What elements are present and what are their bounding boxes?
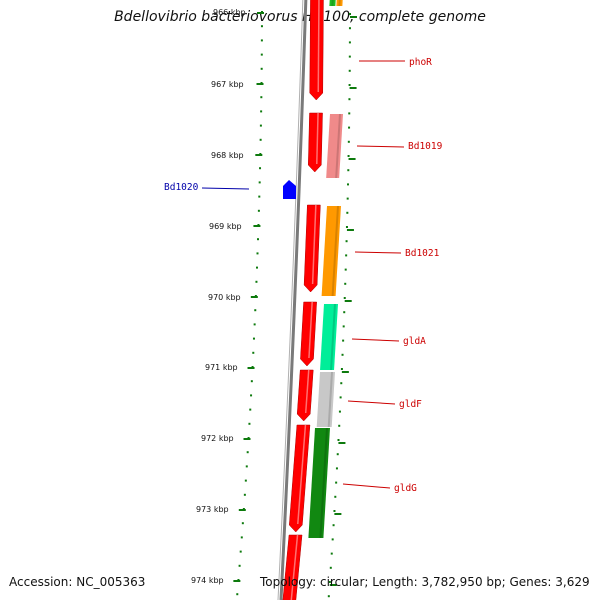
gene-label-Bd1019[interactable]: Bd1019	[408, 141, 443, 152]
cds-arrow-highlight	[308, 301, 313, 359]
topology-label: Topology: circular; Length: 3,782,950 bp…	[260, 575, 590, 589]
cds-arrow-highlight	[317, 0, 320, 93]
label-leader-line-4	[354, 251, 402, 254]
cds-arrow-6	[289, 424, 311, 533]
ruler-major-ticks	[233, 12, 357, 586]
cds-arrow-highlight	[316, 112, 319, 165]
accession-label: Accession: NC_005363	[9, 575, 146, 589]
feature-block-gldg	[308, 428, 330, 538]
gene-label-Bd1021[interactable]: Bd1021	[405, 248, 440, 259]
feature-block-bd1021	[321, 206, 341, 296]
feature-block-bd1019	[326, 114, 343, 178]
feature-block-glda	[320, 304, 338, 370]
feature-ring	[308, 0, 343, 539]
gene-label-gldG[interactable]: gldG	[394, 483, 417, 494]
cds-arrow-4	[300, 301, 317, 367]
genome-backbone-shadow	[277, 0, 304, 600]
feature-block-shade	[335, 113, 341, 179]
label-leader-lines	[201, 60, 405, 489]
label-leader-line-2	[356, 145, 405, 148]
feature-block-gldf	[316, 372, 335, 427]
gene-markers	[283, 180, 296, 199]
genome-backbone	[279, 0, 308, 600]
cds-ring	[282, 0, 324, 600]
ruler-labels: 966 kbp 967 kbp 968 kbp 969 kbp 970 kbp …	[191, 8, 246, 585]
gene-label-phoR[interactable]: phoR	[409, 57, 432, 68]
label-leader-line-5	[351, 338, 400, 342]
label-leader-line-7	[342, 483, 391, 489]
feature-block-shade	[330, 303, 336, 371]
cds-arrow-highlight	[297, 424, 307, 525]
ruler-label-973: 973 kbp	[196, 505, 229, 514]
ruler-label-967: 967 kbp	[211, 80, 244, 89]
ruler-label-968: 968 kbp	[211, 151, 244, 160]
label-leader-line-6	[347, 400, 396, 405]
cds-arrow-7	[282, 534, 303, 600]
ruler-label-969: 969 kbp	[209, 222, 242, 231]
feature-block-top-orange	[336, 0, 343, 6]
ruler-label-972: 972 kbp	[201, 434, 234, 443]
ruler-label-971: 971 kbp	[205, 363, 238, 372]
cds-arrow-5	[296, 369, 314, 422]
cds-arrow-2	[308, 112, 323, 173]
cds-arrow-1	[309, 0, 324, 101]
feature-block-top-green	[329, 0, 336, 6]
gene-label-gldA[interactable]: gldA	[403, 336, 426, 347]
feature-block-shade	[338, 0, 341, 7]
feature-block-shade	[331, 0, 334, 7]
gene-label-Bd1020[interactable]: Bd1020	[164, 182, 199, 193]
label-leader-line-3	[201, 187, 250, 190]
gene-label-gldF[interactable]: gldF	[399, 399, 422, 410]
cds-arrow-highlight	[311, 204, 317, 285]
cds-arrow-3	[303, 204, 321, 293]
feature-block-shade	[331, 205, 339, 297]
ruler-label-966: 966 kbp	[213, 8, 246, 17]
feature-block-shade	[319, 427, 328, 539]
ruler-label-970: 970 kbp	[208, 293, 241, 302]
feature-block-shade	[327, 371, 333, 428]
ruler-label-974: 974 kbp	[191, 576, 224, 585]
genome-title: Bdellovibrio bacteriovorus HD100, comple…	[114, 9, 486, 25]
cds-arrow-highlight	[304, 369, 310, 414]
cds-arrow-highlight	[290, 534, 299, 600]
gene-marker-bd1020	[283, 180, 296, 199]
gene-labels: phoR Bd1019 Bd1020 Bd1021 gldA gldF gldG	[164, 57, 443, 494]
